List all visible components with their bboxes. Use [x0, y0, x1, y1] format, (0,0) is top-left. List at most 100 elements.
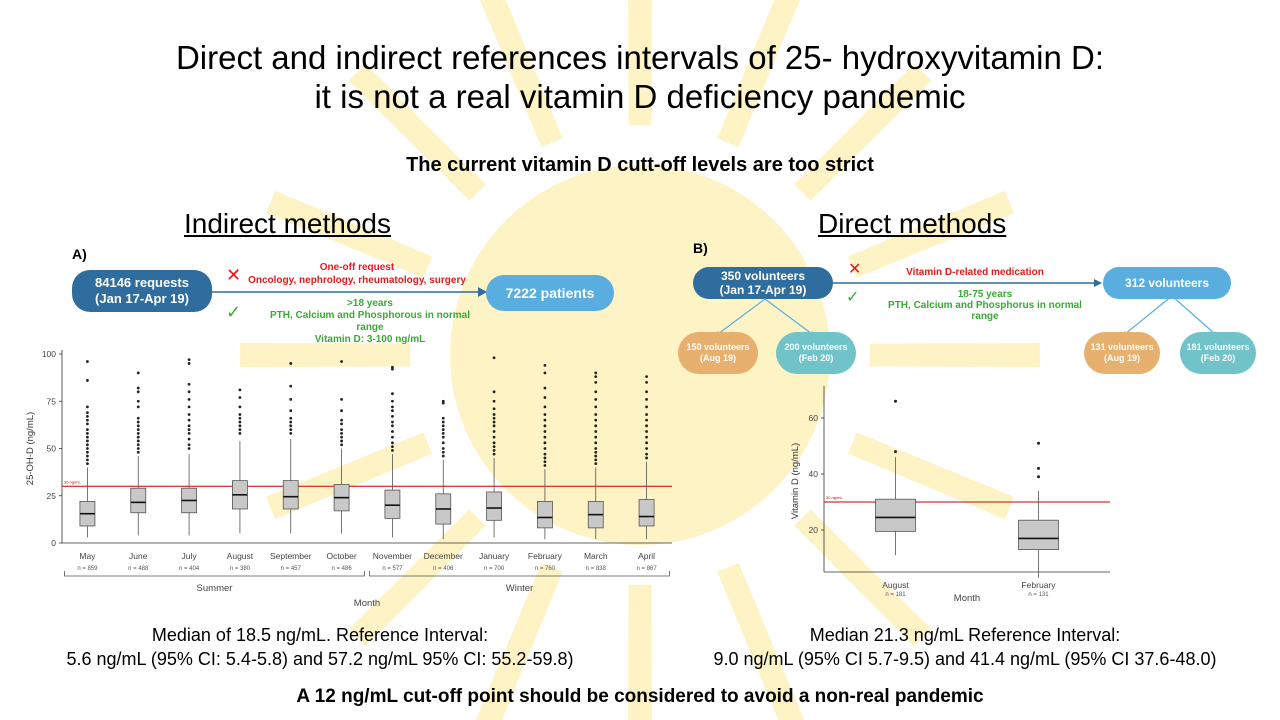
outlier-point [543, 386, 547, 390]
outlier-point [492, 413, 496, 416]
sun-ray [348, 509, 486, 647]
outlier-point [594, 441, 598, 445]
outlier-point [187, 413, 191, 416]
outlier-point [441, 441, 445, 445]
outlier-point [543, 371, 547, 375]
outlier-point [391, 435, 394, 439]
indirect-exclusion-line-2: Oncology, nephrology, rheumatology, surg… [248, 275, 466, 286]
sun-ray [348, 63, 486, 201]
direct-inclusion-line-2: PTH, Calcium and Phosphorus in normal [888, 300, 1082, 311]
x-tick-label: October [326, 551, 356, 561]
direct-group-feb20-right: 181 volunteers (Feb 20) [1180, 332, 1256, 374]
outlier-point [1037, 466, 1040, 470]
sample-size-label: n = 838 [586, 566, 607, 572]
box-iqr [875, 498, 916, 532]
outlier-point [238, 405, 242, 409]
group-date: (Aug 19) [700, 353, 736, 363]
x-axis-label: Month [954, 593, 980, 604]
outlier-point [238, 424, 242, 428]
outlier-point [492, 390, 496, 394]
cross-icon: ✕ [226, 265, 242, 285]
outlier-point [594, 430, 598, 433]
outlier-point [136, 390, 140, 394]
direct-source-line-2: (Jan 17-Apr 19) [719, 283, 807, 297]
indirect-result-text: 7222 patients [505, 285, 595, 301]
box-iqr [486, 491, 502, 521]
outlier-point [86, 360, 89, 363]
outlier-point [86, 450, 89, 454]
box-iqr [537, 501, 553, 529]
outlier-point [391, 365, 394, 369]
indirect-source-line-2: (Jan 17-Apr 19) [95, 291, 189, 306]
outlier-point [187, 447, 191, 450]
indirect-inclusion-line-2: PTH, Calcium and Phosphorous in normal [269, 310, 471, 321]
outlier-point [86, 411, 89, 414]
outlier-point [492, 430, 496, 433]
box-iqr [130, 487, 147, 514]
outlier-point [441, 435, 445, 439]
x-tick-label: April [638, 551, 655, 561]
outlier-point [136, 405, 140, 409]
sun-ray [717, 0, 800, 148]
outlier-point [543, 424, 547, 428]
cutoff-label: 30 ng/mL [64, 479, 81, 484]
y-tick-label: 50 [47, 444, 57, 454]
outlier-point [894, 399, 897, 403]
indirect-exclusion-line-1: One-off request [319, 262, 395, 273]
sample-size-label: n = 131 [1028, 592, 1049, 598]
outlier-point [543, 413, 547, 416]
group-bracket [369, 571, 670, 577]
outlier-point [441, 424, 445, 428]
outlier-point [391, 441, 394, 445]
box-iqr [638, 499, 655, 527]
outlier-point [391, 448, 394, 452]
outlier-point [136, 435, 140, 439]
y-tick-label: 20 [809, 525, 819, 535]
sun-ray [266, 432, 433, 520]
outlier-point [594, 450, 598, 454]
direct-boxplot-chart: 20 40 60 Vitamin D (ng/mL) 30 ng/mL August n =… [790, 386, 1110, 604]
outlier-point [238, 420, 242, 424]
indirect-inclusion-criteria: >18 years PTH, Calcium and Phosphorous i… [254, 298, 486, 346]
outlier-point [340, 443, 343, 447]
outlier-point [894, 450, 897, 454]
indirect-source-line-1: 84146 requests [95, 275, 189, 290]
outlier-point [492, 435, 496, 439]
outlier-point [340, 435, 343, 439]
group-label: Summer [197, 583, 233, 594]
outlier-point [645, 430, 648, 433]
direct-heading: Direct methods [818, 208, 1007, 239]
sample-size-label: n = 488 [128, 566, 149, 572]
title-line-2: it is not a real vitamin D deficiency pa… [314, 78, 966, 115]
outlier-point [492, 416, 496, 420]
outlier-point [594, 462, 598, 466]
outlier-point [441, 454, 445, 458]
group-count: 200 volunteers [784, 342, 848, 352]
outlier-point [543, 441, 547, 445]
outlier-point [594, 380, 598, 384]
outlier-point [492, 441, 496, 445]
outlier-point [187, 397, 191, 401]
outlier-point [543, 456, 547, 460]
outlier-point [492, 424, 496, 428]
outlier-point [391, 430, 394, 433]
outlier-point [543, 460, 547, 464]
title-line-1: Direct and indirect references intervals… [175, 39, 1105, 76]
outlier-point [594, 375, 598, 379]
outlier-point [187, 437, 191, 441]
outlier-point [340, 397, 343, 401]
outlier-point [391, 420, 394, 424]
indirect-summary: Median of 18.5 ng/mL. Reference Interval… [0, 623, 640, 671]
outlier-point [441, 431, 445, 435]
y-tick-label: 25 [47, 491, 57, 501]
outlier-point [289, 409, 293, 413]
outlier-point [238, 428, 242, 431]
direct-group-feb20-left: 200 volunteers (Feb 20) [776, 332, 856, 374]
outlier-point [136, 386, 140, 390]
y-axis-label: 25-OH-D (ng/mL) [25, 412, 36, 485]
outlier-point [391, 399, 394, 403]
x-tick-label: March [584, 551, 608, 561]
outlier-point [86, 443, 89, 447]
indirect-flow-arrow [212, 287, 487, 297]
sun-ray [794, 63, 932, 201]
